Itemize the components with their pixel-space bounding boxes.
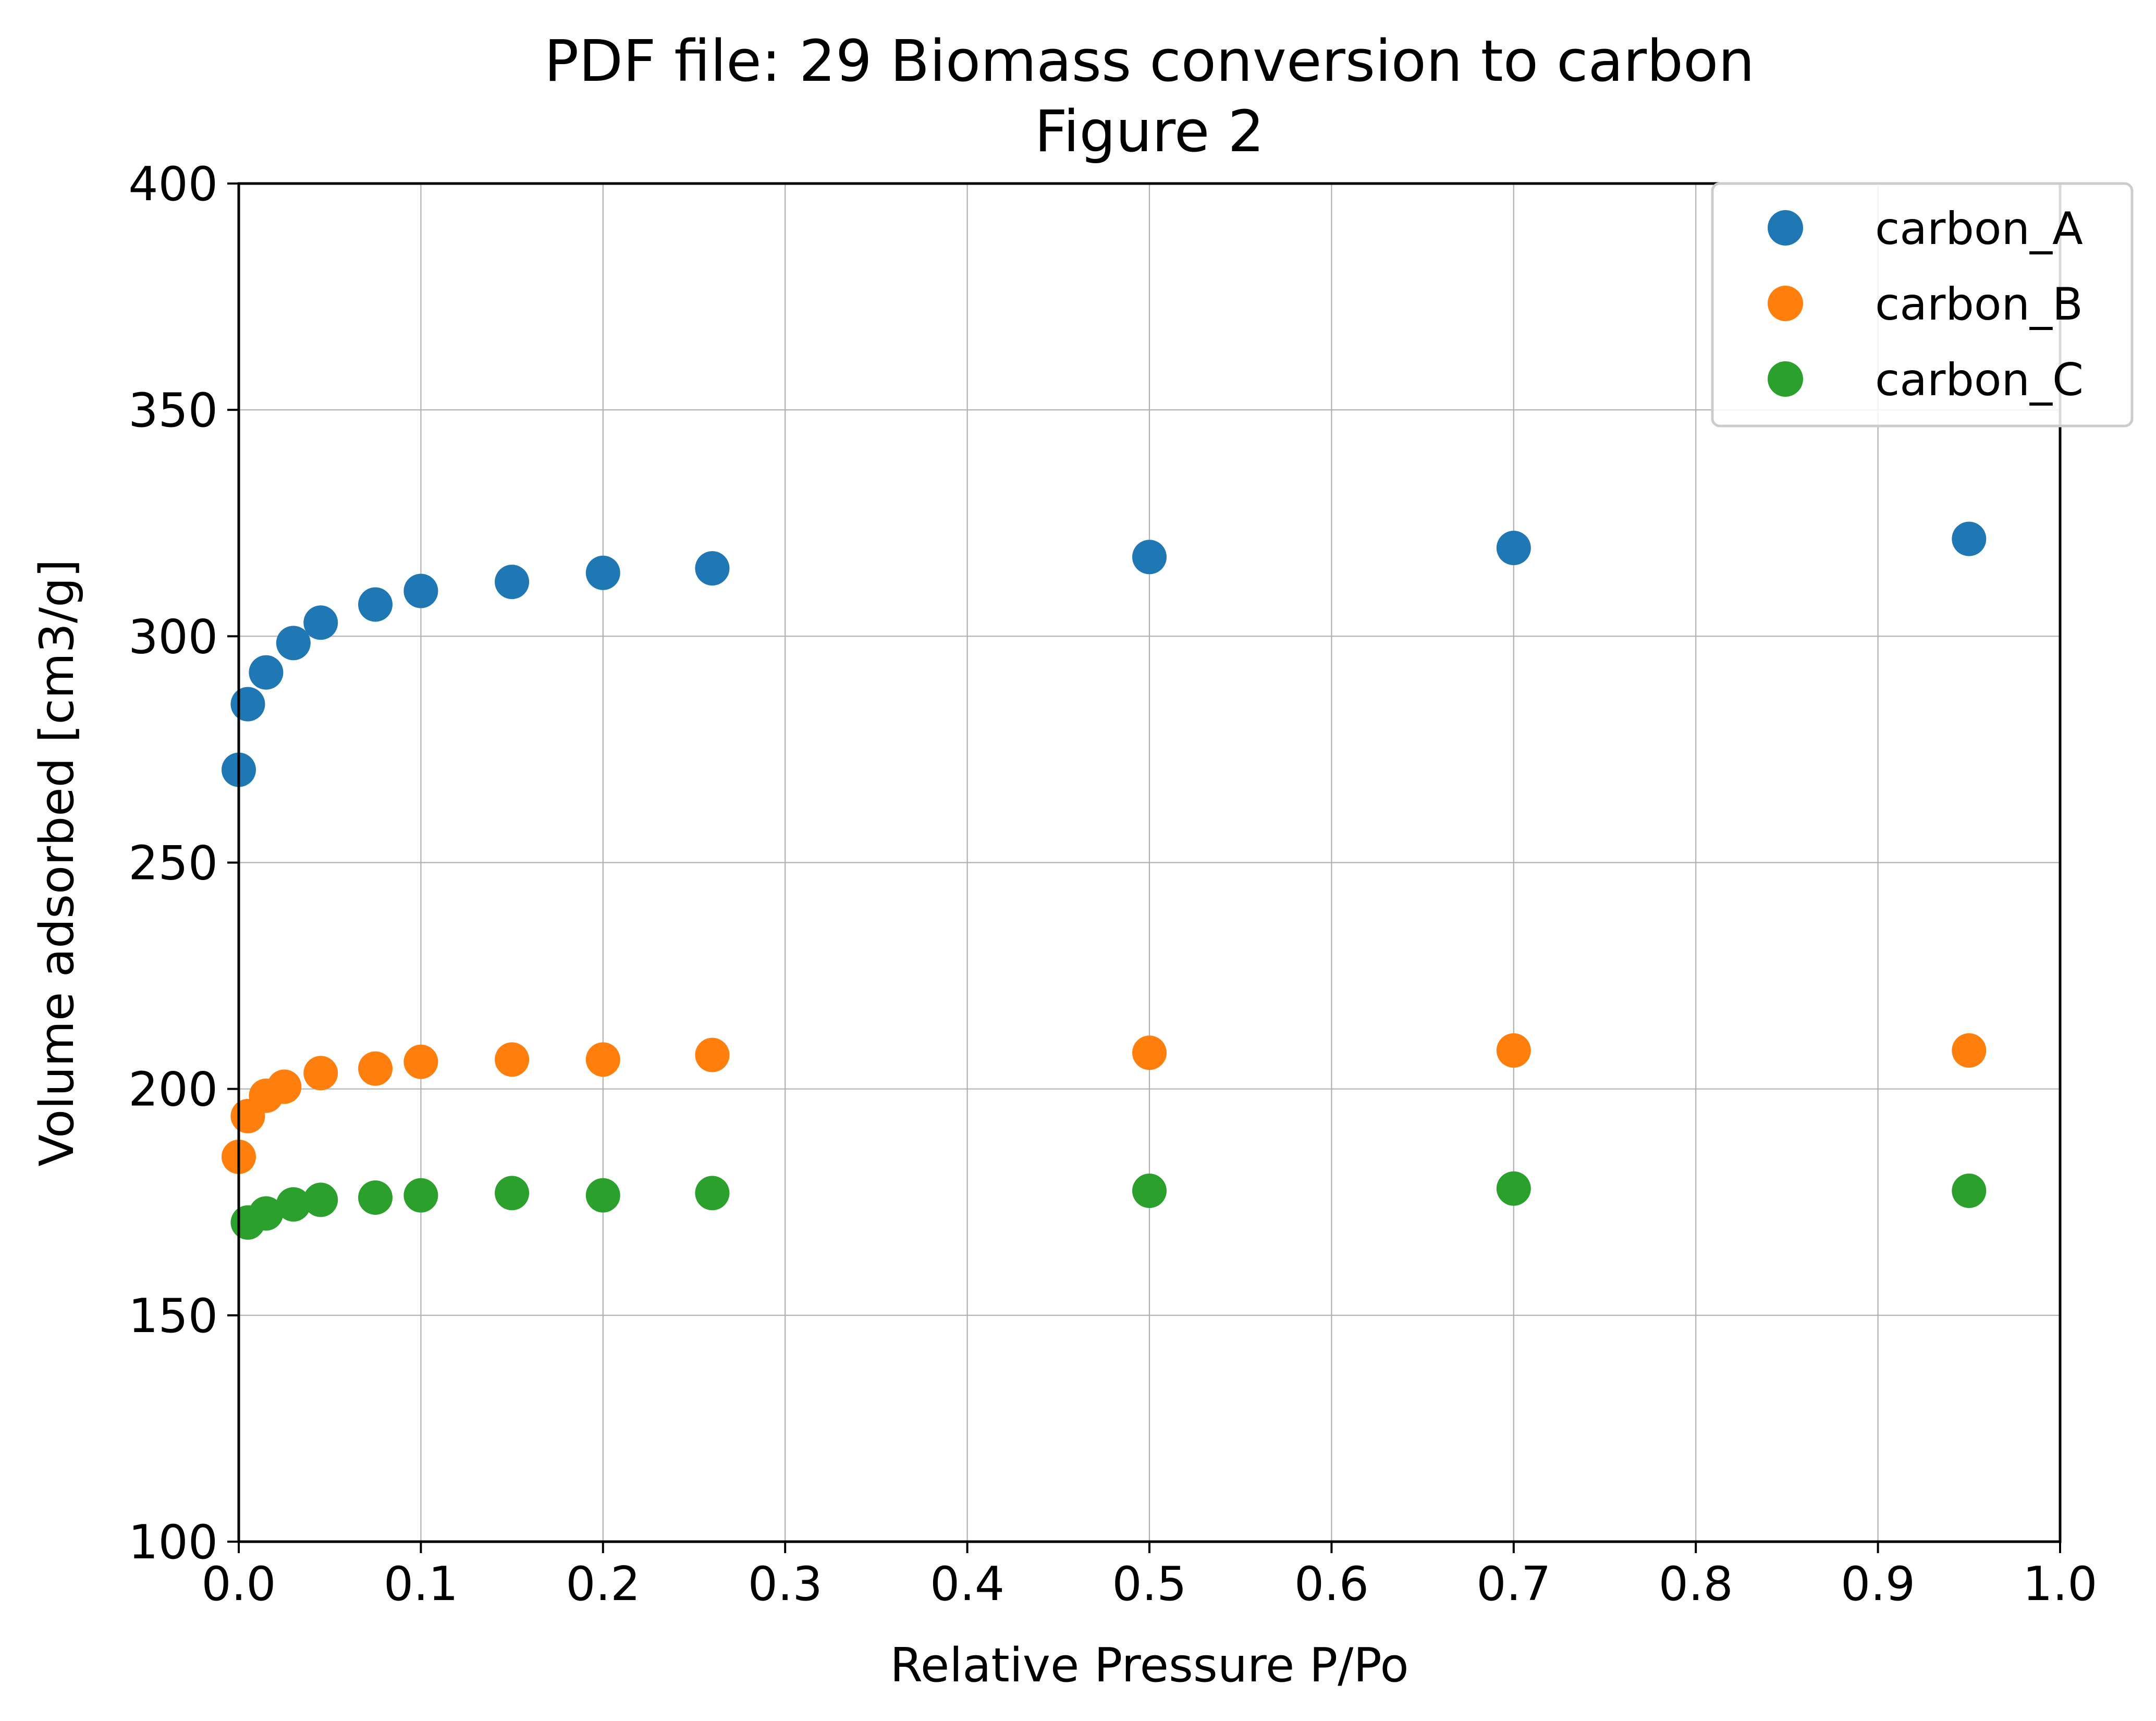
legend-label-carbon-a: carbon_A — [1875, 203, 2083, 255]
data-point-carbon-b — [1132, 1035, 1167, 1070]
data-point-carbon-b — [495, 1042, 530, 1077]
chart-subtitle: Figure 2 — [1035, 98, 1265, 165]
x-tick-label: 0.8 — [1659, 1557, 1733, 1612]
data-point-carbon-c — [585, 1178, 620, 1213]
data-point-carbon-c — [358, 1180, 393, 1215]
x-tick-label: 0.1 — [384, 1557, 458, 1612]
data-point-carbon-c — [276, 1187, 311, 1222]
x-tick-label: 1.0 — [2023, 1557, 2097, 1612]
data-point-carbon-c — [695, 1176, 730, 1211]
data-point-carbon-b — [1496, 1033, 1531, 1068]
legend: carbon_A carbon_B carbon_C — [1711, 182, 2134, 428]
data-point-carbon-a — [358, 587, 393, 622]
y-tick-label: 250 — [128, 836, 218, 891]
legend-marker-carbon-a — [1768, 210, 1803, 246]
data-point-carbon-a — [585, 555, 620, 590]
x-axis-label: Relative Pressure P/Po — [890, 1638, 1408, 1693]
data-point-carbon-a — [249, 655, 284, 690]
data-point-carbon-c — [495, 1176, 530, 1211]
data-point-carbon-a — [276, 626, 311, 661]
legend-marker-carbon-c — [1768, 361, 1803, 397]
x-tick-label: 0.9 — [1841, 1557, 1915, 1612]
data-point-carbon-a — [695, 551, 730, 586]
x-tick-label: 0.7 — [1476, 1557, 1551, 1612]
x-tick-label: 0.4 — [930, 1557, 1005, 1612]
legend-label-carbon-c: carbon_C — [1875, 354, 2084, 406]
y-tick-label: 350 — [128, 383, 218, 438]
x-tick-label: 0.2 — [566, 1557, 640, 1612]
x-tick-label: 0.3 — [748, 1557, 823, 1612]
data-point-carbon-b — [267, 1069, 302, 1104]
y-tick-label: 300 — [128, 609, 218, 664]
y-tick-label: 100 — [128, 1515, 218, 1570]
data-point-carbon-b — [403, 1044, 438, 1079]
data-point-carbon-c — [1952, 1174, 1987, 1209]
data-point-carbon-b — [585, 1042, 620, 1077]
x-tick-label: 0.6 — [1294, 1557, 1369, 1612]
y-tick-label: 200 — [128, 1063, 218, 1117]
data-point-carbon-b — [303, 1056, 338, 1091]
x-tick-label: 0.0 — [201, 1557, 276, 1612]
legend-marker-carbon-b — [1768, 286, 1803, 321]
data-point-carbon-c — [249, 1196, 284, 1231]
data-point-carbon-a — [1496, 531, 1531, 566]
data-point-carbon-c — [403, 1178, 438, 1213]
data-point-carbon-a — [303, 605, 338, 640]
x-tick-label: 0.5 — [1112, 1557, 1186, 1612]
y-tick-label: 150 — [128, 1289, 218, 1344]
data-point-carbon-a — [495, 565, 530, 600]
data-point-carbon-a — [403, 573, 438, 608]
chart-title: PDF file: 29 Biomass conversion to carbo… — [544, 28, 1755, 94]
legend-label-carbon-b: carbon_B — [1875, 278, 2083, 331]
data-point-carbon-a — [1132, 540, 1167, 575]
data-point-carbon-b — [358, 1051, 393, 1086]
data-point-carbon-b — [1952, 1033, 1987, 1068]
data-point-carbon-a — [230, 687, 265, 722]
data-points — [222, 521, 1987, 1240]
data-point-carbon-a — [1952, 521, 1987, 556]
data-point-carbon-b — [695, 1038, 730, 1072]
legend-frame — [1711, 182, 2134, 428]
data-point-carbon-c — [1496, 1171, 1531, 1206]
series-carbon-a — [222, 521, 1987, 787]
data-point-carbon-c — [303, 1182, 338, 1217]
data-point-carbon-c — [1132, 1174, 1167, 1209]
y-tick-label: 400 — [128, 157, 218, 212]
axis-ticks: 0.0 0.1 0.2 0.3 0.4 0.5 0.6 0.7 0.8 0.9 1.0 100 150 2… — [128, 157, 2097, 1612]
y-axis-label: Volume adsorbed [cm3/g] — [30, 559, 84, 1167]
